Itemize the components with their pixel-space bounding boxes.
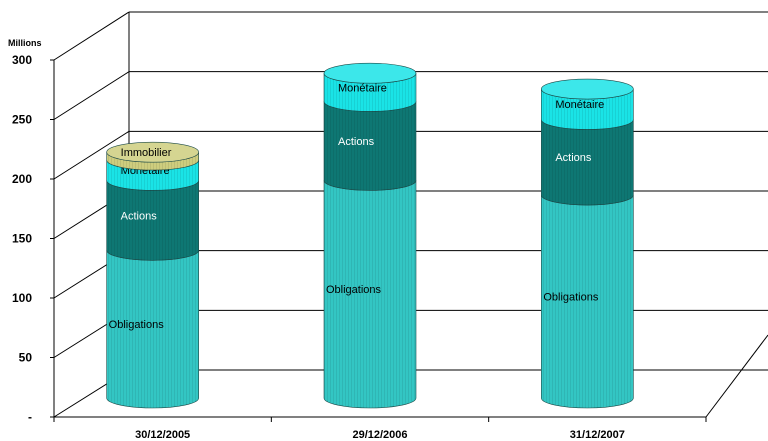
floor-right-edge [705,334,768,418]
x-category-label: 30/12/2005 [135,429,190,441]
gridline-depth [53,11,130,61]
bar-segment-texture [106,160,199,191]
bar-segment-texture [106,250,199,408]
bar-segment-label: Obligations [543,292,599,304]
bar-segment-label: Obligations [109,319,165,331]
gridline-depth [53,130,130,180]
y-tick-label: 150 [12,232,32,246]
bar-top-cap [106,141,199,163]
gridline-depth [53,71,130,120]
x-axis-ticks: 30/12/2005 29/12/2006 31/12/2007 [53,417,707,441]
y-axis-unit-label: Millions [8,38,42,48]
x-category-label: 31/12/2007 [570,429,625,441]
x-category-label: 29/12/2006 [352,429,407,441]
bar-segment-label: Actions [555,152,592,164]
cylinder-1: Obligations Actions Monétaire [323,62,417,409]
bar-top-cap [323,62,417,84]
bar-segment-texture [541,195,634,408]
bar-segment-label: Actions [121,210,158,222]
bar-segment-texture [106,152,199,171]
bar-segment-texture [324,73,416,112]
bar-top-cap [541,78,634,100]
y-tick-label: 300 [12,53,32,67]
bar-segment-label: Actions [338,136,375,148]
bar-segment-texture [324,101,416,191]
bar-segment-texture [324,180,416,408]
bar-segment-label: Obligations [326,284,382,296]
y-tick-label: - [28,410,32,424]
y-tick-label: 100 [12,291,32,305]
y-tick-label: 250 [12,113,32,127]
bar-segment-label: Monétaire [555,99,604,111]
bar-segment-texture [541,119,634,206]
bar-segment-label: Monétaire [338,82,387,94]
bar-segment-label: Immobilier [121,147,172,159]
bar-segment-texture [106,180,199,261]
y-tick-label: 200 [12,172,32,186]
cylinder-2: Obligations Actions Monétaire [541,78,634,409]
bars-layer: Obligations Actions Monétaire Immobilier Obl… [106,62,634,409]
bar-segment-texture [541,89,634,130]
y-tick-label: 50 [19,351,33,365]
y-axis-ticks: - 50 100 150 200 250 300 [12,53,54,424]
